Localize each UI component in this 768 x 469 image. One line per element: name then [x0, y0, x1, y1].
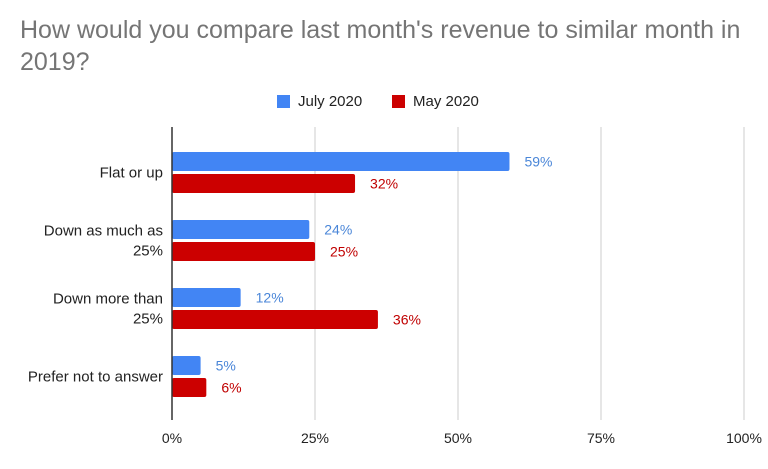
legend-label-may-2020: May 2020 [413, 93, 479, 110]
x-tick-label: 50% [444, 430, 472, 446]
bar [172, 356, 201, 375]
data-label: 5% [216, 358, 236, 374]
chart-title: How would you compare last month's reven… [20, 16, 741, 76]
bar [172, 288, 241, 307]
data-label: 32% [370, 176, 398, 192]
data-label: 12% [256, 290, 284, 306]
category-label: Prefer not to answer [28, 369, 163, 386]
legend-swatch-may-2020 [392, 95, 405, 108]
bar [172, 378, 207, 397]
data-label: 6% [221, 380, 241, 396]
legend-item-july-2020: July 2020 [277, 93, 362, 110]
category-label: Flat or up [100, 165, 163, 182]
x-tick-label: 75% [587, 430, 615, 446]
data-label: 24% [324, 222, 352, 238]
category-label: Down more than 25% [53, 291, 163, 328]
bar [172, 220, 310, 239]
legend-swatch-july-2020 [277, 95, 290, 108]
bar [172, 152, 510, 171]
bar [172, 310, 378, 329]
legend-label-july-2020: July 2020 [298, 93, 363, 110]
x-tick-label: 0% [162, 430, 182, 446]
data-label: 36% [393, 312, 421, 328]
data-label: 59% [524, 154, 552, 170]
bar [172, 174, 356, 193]
legend-item-may-2020: May 2020 [392, 93, 479, 110]
legend: July 2020 May 2020 [0, 93, 768, 113]
category-label: Down as much as 25% [44, 223, 163, 260]
x-tick-label: 25% [301, 430, 329, 446]
data-label: 25% [330, 244, 358, 260]
x-tick-label: 100% [726, 430, 762, 446]
bar [172, 242, 315, 261]
